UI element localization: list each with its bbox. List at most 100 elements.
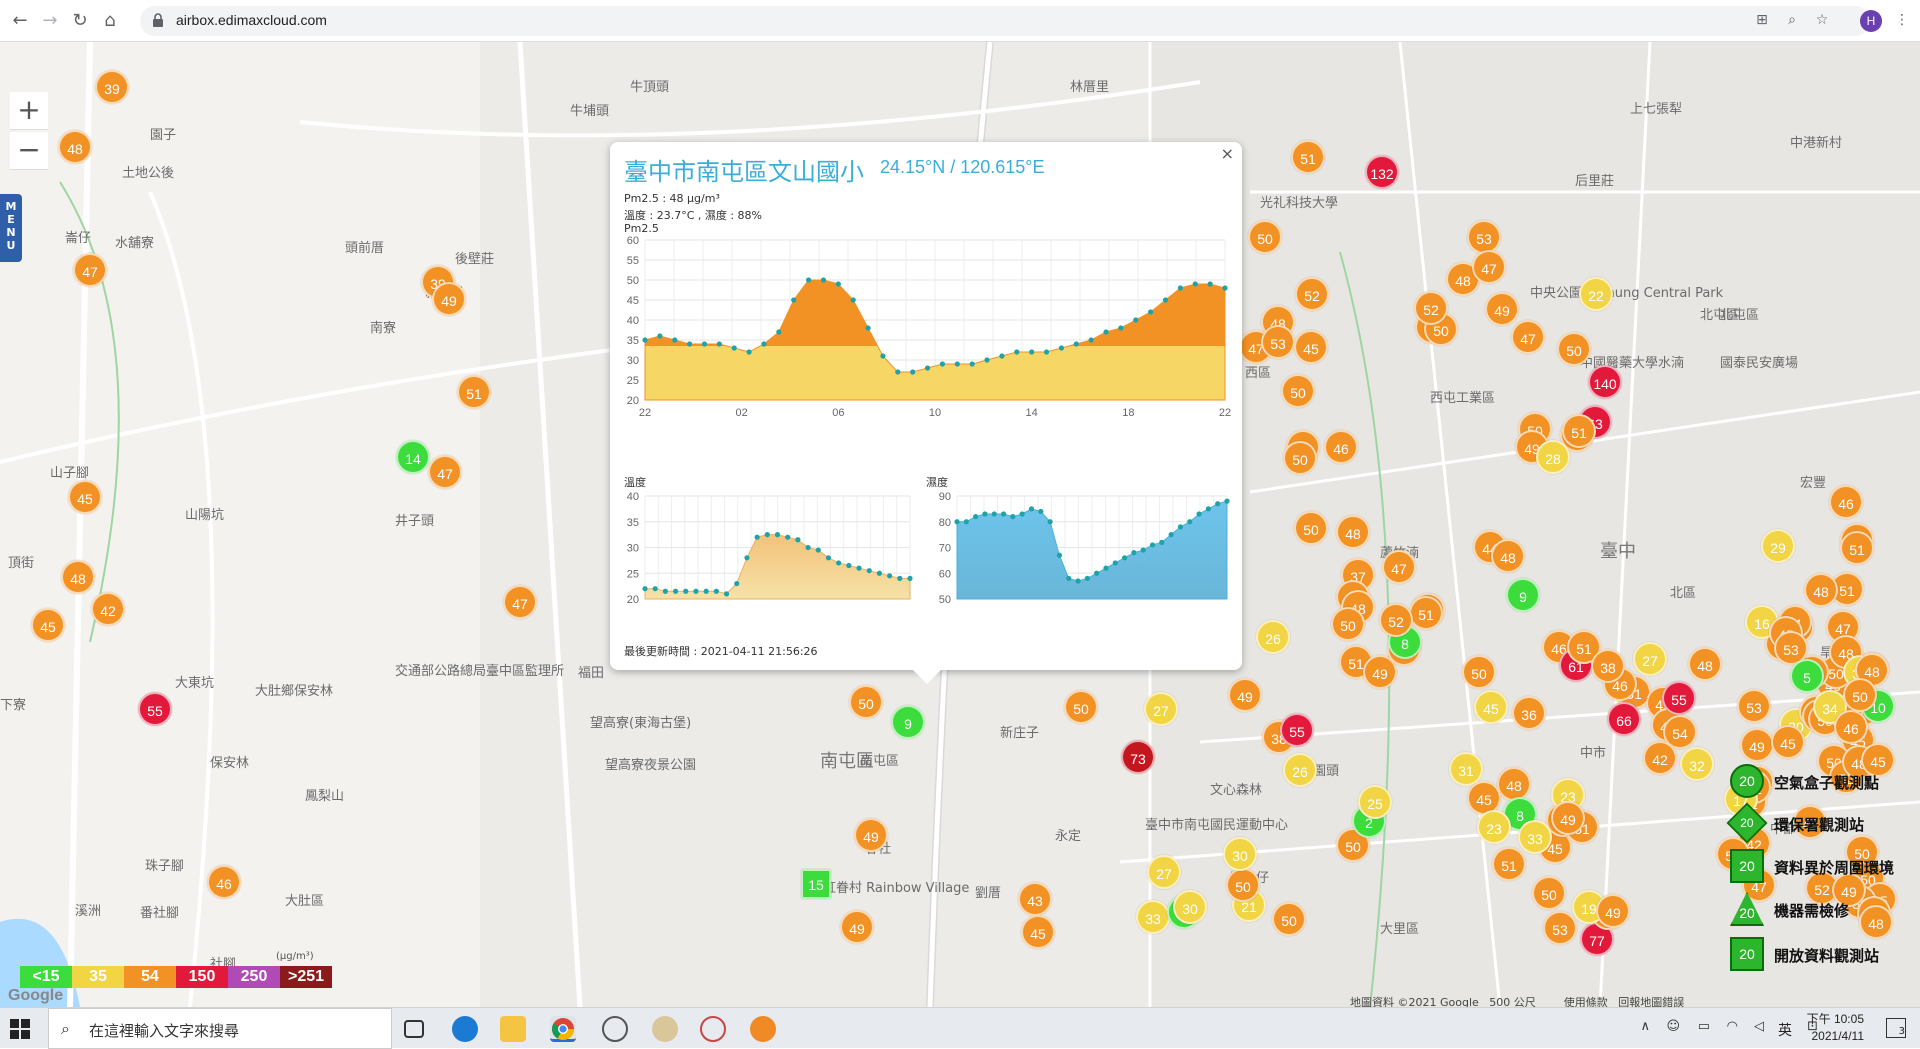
sensor-marker[interactable]: 53: [1261, 325, 1295, 359]
sensor-marker[interactable]: 49: [1485, 292, 1519, 326]
app-snip-icon[interactable]: [700, 1016, 726, 1042]
sensor-marker[interactable]: 46: [1834, 710, 1868, 744]
sensor-marker[interactable]: 46: [1829, 485, 1863, 519]
sensor-marker[interactable]: 50: [1532, 876, 1566, 910]
sensor-marker[interactable]: 38: [1591, 649, 1625, 683]
tray-battery-icon[interactable]: ▭: [1697, 1019, 1710, 1034]
sensor-marker[interactable]: 54: [1663, 715, 1697, 749]
sensor-marker[interactable]: 49: [1228, 678, 1262, 712]
sensor-marker[interactable]: 48: [1491, 539, 1525, 573]
sensor-marker[interactable]: 48: [61, 560, 95, 594]
sensor-marker[interactable]: 49: [432, 282, 466, 316]
profile-avatar[interactable]: H: [1860, 10, 1882, 32]
sensor-marker[interactable]: 53: [1467, 220, 1501, 254]
taskbar-search[interactable]: ⌕ 在這裡輸入文字來搜尋: [48, 1008, 392, 1049]
task-view-icon[interactable]: [404, 1020, 424, 1038]
sensor-marker[interactable]: 48: [1688, 647, 1722, 681]
sensor-marker[interactable]: 50: [1462, 655, 1496, 689]
sensor-marker[interactable]: 49: [1596, 894, 1630, 928]
sensor-marker[interactable]: 26: [1256, 620, 1290, 654]
sensor-marker[interactable]: 50: [1331, 607, 1365, 641]
bookmark-star-icon[interactable]: ☆: [1815, 12, 1829, 28]
sensor-marker[interactable]: 50: [849, 685, 883, 719]
sensor-marker[interactable]: 73: [1121, 740, 1155, 774]
tray-clock[interactable]: 下午 10:05 2021/4/11: [1807, 1011, 1864, 1045]
sensor-marker[interactable]: 50: [1281, 374, 1315, 408]
sensor-marker[interactable]: 47: [1382, 550, 1416, 584]
sensor-marker[interactable]: 26: [1283, 753, 1317, 787]
sensor-marker[interactable]: 52: [1379, 603, 1413, 637]
sensor-marker[interactable]: 27: [1147, 855, 1181, 889]
sensor-marker[interactable]: 42: [91, 592, 125, 626]
sensor-marker[interactable]: 51: [1409, 596, 1443, 630]
chrome-icon[interactable]: [550, 1016, 576, 1042]
report-error-link[interactable]: 回報地圖錯誤: [1618, 996, 1685, 1007]
sensor-marker[interactable]: 45: [68, 480, 102, 514]
menu-kebab-icon[interactable]: ⋮: [1895, 12, 1909, 28]
terms-link[interactable]: 使用條款: [1563, 996, 1608, 1007]
sensor-marker[interactable]: 51: [1840, 531, 1874, 565]
sensor-marker[interactable]: 9: [1506, 578, 1540, 612]
sensor-marker[interactable]: 48: [58, 130, 92, 164]
sensor-marker[interactable]: 53: [1737, 689, 1771, 723]
app-hamster-icon[interactable]: [652, 1016, 678, 1042]
sensor-marker[interactable]: 23: [1477, 810, 1511, 844]
sensor-marker[interactable]: 49: [840, 910, 874, 944]
sensor-marker[interactable]: 29: [1761, 529, 1795, 563]
sensor-marker[interactable]: 51: [1291, 140, 1325, 174]
sensor-marker[interactable]: 33: [1518, 820, 1552, 854]
sensor-marker[interactable]: 32: [1680, 747, 1714, 781]
sensor-marker[interactable]: 50: [1272, 902, 1306, 936]
translate-icon[interactable]: ⊞: [1756, 12, 1768, 28]
sensor-marker[interactable]: 39: [95, 70, 129, 104]
sensor-marker[interactable]: 31: [1449, 752, 1483, 786]
sensor-marker[interactable]: 47: [1511, 320, 1545, 354]
sensor-marker[interactable]: 48: [1859, 905, 1893, 939]
sensor-marker[interactable]: 50: [1064, 690, 1098, 724]
sensor-marker[interactable]: 27: [1633, 642, 1667, 676]
file-explorer-icon[interactable]: [500, 1016, 526, 1042]
tray-wifi-icon[interactable]: ◠: [1726, 1019, 1738, 1034]
sensor-marker[interactable]: 52: [1295, 277, 1329, 311]
map-canvas[interactable]: 牛頂頭 林厝里 上七張犁 中港新村 后里莊 光礼科技大學 中央公園Taichung Cent…: [0, 42, 1920, 1007]
reload-icon[interactable]: ↻: [72, 10, 88, 31]
tray-chevron-icon[interactable]: ∧: [1640, 1019, 1650, 1034]
sensor-marker[interactable]: 30: [1173, 890, 1207, 924]
sensor-marker[interactable]: 45: [1474, 690, 1508, 724]
sensor-marker[interactable]: 47: [73, 253, 107, 287]
input-language[interactable]: 英: [1778, 1023, 1792, 1039]
sensor-marker[interactable]: 49: [854, 818, 888, 852]
sensor-marker[interactable]: 47: [1472, 250, 1506, 284]
sensor-marker[interactable]: 51: [1562, 414, 1596, 448]
sensor-marker[interactable]: 43: [1018, 882, 1052, 916]
sensor-marker[interactable]: 66: [1607, 702, 1641, 736]
sensor-marker[interactable]: 33: [1136, 900, 1170, 934]
sensor-marker[interactable]: 9: [891, 705, 925, 739]
tray-people-icon[interactable]: ☺: [1666, 1019, 1680, 1034]
app-compass-icon[interactable]: [602, 1016, 628, 1042]
sensor-marker[interactable]: 47: [503, 585, 537, 619]
tray-volume-icon[interactable]: ◁: [1754, 1019, 1764, 1034]
sensor-marker[interactable]: 51: [1567, 630, 1601, 664]
sensor-marker[interactable]: 45: [1294, 330, 1328, 364]
sensor-marker[interactable]: 25: [1358, 785, 1392, 819]
sensor-marker[interactable]: 46: [207, 865, 241, 899]
sensor-marker[interactable]: 49: [1740, 728, 1774, 762]
sensor-marker[interactable]: 50: [1557, 332, 1591, 366]
sensor-marker[interactable]: 46: [1324, 430, 1358, 464]
tray-ime-icon[interactable]: ⊡: [1807, 1019, 1818, 1034]
popup-close-button[interactable]: ×: [1220, 144, 1234, 163]
sensor-marker[interactable]: 14: [396, 440, 430, 474]
sensor-marker[interactable]: 52: [1414, 291, 1448, 325]
sensor-marker[interactable]: 22: [1579, 277, 1613, 311]
zoom-out-button[interactable]: −: [10, 132, 48, 170]
sensor-marker[interactable]: 55: [138, 692, 172, 726]
sensor-marker[interactable]: 48: [1497, 767, 1531, 801]
sensor-marker[interactable]: 48: [1336, 515, 1370, 549]
sensor-marker[interactable]: 55: [1280, 713, 1314, 747]
sensor-marker[interactable]: 140: [1588, 365, 1622, 399]
zoom-in-button[interactable]: +: [10, 92, 48, 130]
sensor-marker[interactable]: 51: [457, 375, 491, 409]
sensor-marker[interactable]: 50: [1226, 868, 1260, 902]
